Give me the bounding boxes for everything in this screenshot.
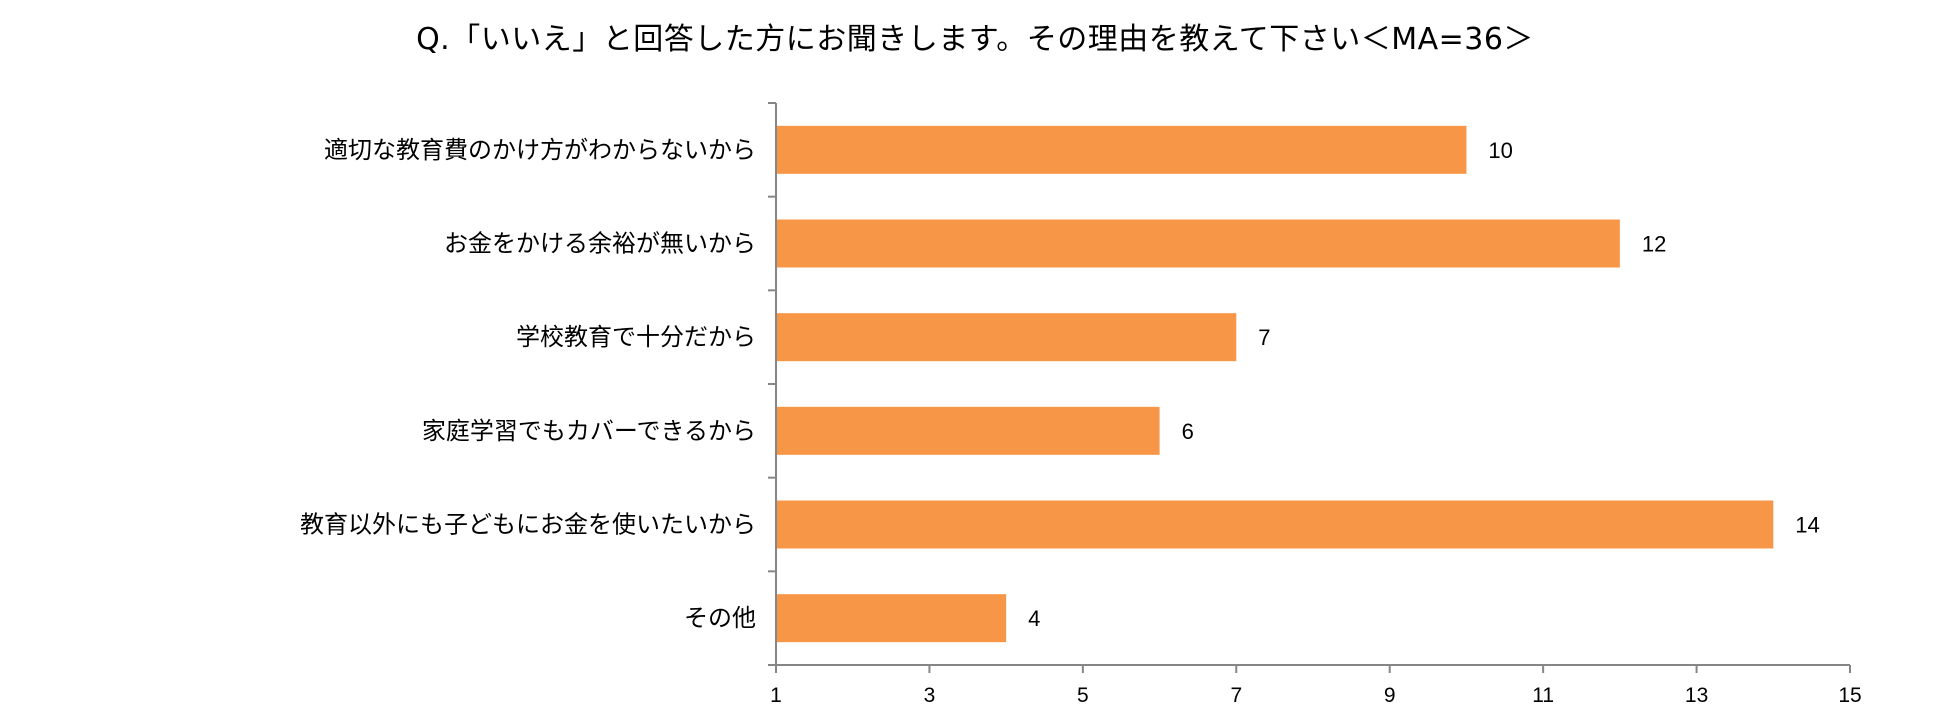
x-tick-label: 13 bbox=[1685, 684, 1708, 707]
bar bbox=[776, 219, 1620, 268]
bar bbox=[776, 594, 1007, 643]
data-label: 12 bbox=[1642, 232, 1666, 257]
category-label: お金をかける余裕が無いから bbox=[444, 230, 756, 258]
x-tick-label: 7 bbox=[1230, 684, 1242, 707]
category-label: 適切な教育費のかけ方がわからないから bbox=[324, 136, 756, 164]
bar bbox=[776, 406, 1160, 455]
data-label: 10 bbox=[1488, 138, 1512, 163]
bar bbox=[776, 313, 1237, 362]
bar bbox=[776, 500, 1774, 549]
labels-layer: 適切な教育費のかけ方がわからないから 10 お金をかける余裕が無いから 12 学校教育で… bbox=[300, 136, 1862, 707]
x-tick-label: 5 bbox=[1077, 684, 1089, 707]
category-label: 家庭学習でもカバーできるから bbox=[422, 417, 756, 445]
data-label: 6 bbox=[1182, 419, 1194, 444]
x-tick-label: 9 bbox=[1384, 684, 1396, 707]
data-label: 7 bbox=[1258, 325, 1270, 350]
x-tick-label: 1 bbox=[770, 684, 782, 707]
category-label: 教育以外にも子どもにお金を使いたいから bbox=[300, 511, 756, 539]
chart-title: Q.「いいえ」と回答した方にお聞きします。その理由を教えて下さい＜MA=36＞ bbox=[416, 22, 1534, 57]
bar bbox=[776, 125, 1467, 174]
x-tick-label: 15 bbox=[1838, 684, 1861, 707]
x-tick-label: 3 bbox=[924, 684, 936, 707]
axes-layer bbox=[768, 102, 1851, 673]
category-label: その他 bbox=[684, 604, 756, 632]
data-label: 14 bbox=[1795, 513, 1819, 538]
bars-layer bbox=[776, 125, 1774, 643]
category-label: 学校教育で十分だから bbox=[516, 323, 756, 351]
x-tick-label: 11 bbox=[1532, 684, 1554, 707]
data-label: 4 bbox=[1028, 606, 1040, 631]
